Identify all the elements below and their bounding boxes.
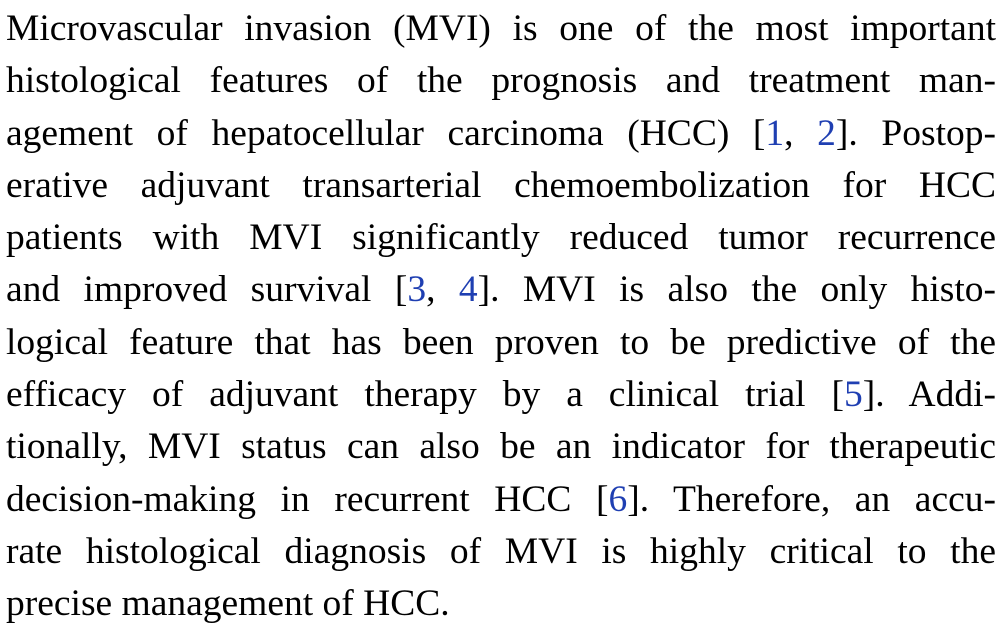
citation-link-5[interactable]: 5 [843, 374, 863, 416]
text-line: agement of hepatocellular carcinoma (HCC… [6, 108, 996, 160]
text-line: patients with MVI significantly reduced … [6, 212, 996, 264]
citation-link-1[interactable]: 1 [765, 112, 785, 154]
text-segment: erative adjuvant transarterial chemoembo… [6, 164, 996, 206]
text-segment: and improved survival [ [6, 269, 408, 311]
text-line: rate histological diagnosis of MVI is hi… [6, 526, 996, 578]
citation-link-3[interactable]: 3 [407, 269, 427, 311]
citation-link-4[interactable]: 4 [458, 269, 478, 311]
body-paragraph: Microvascular invasion (MVI) is one of t… [6, 3, 996, 631]
text-segment: ]. Therefore, an accu- [627, 478, 996, 520]
citation-link-6[interactable]: 6 [608, 478, 628, 520]
text-segment: Microvascular invasion (MVI) is one of t… [6, 8, 996, 49]
text-line: precise management of HCC. [6, 578, 996, 630]
text-line: tionally, MVI status can also be an indi… [6, 421, 996, 473]
text-line: efficacy of adjuvant therapy by a clinic… [6, 369, 996, 421]
text-segment: rate histological diagnosis of MVI is hi… [6, 530, 996, 572]
text-segment: tionally, MVI status can also be an indi… [6, 426, 996, 468]
text-line: decision-making in recurrent HCC [6]. Th… [6, 474, 996, 526]
text-segment: patients with MVI significantly reduced … [6, 217, 996, 259]
text-segment: ]. Postop- [835, 112, 997, 154]
citation-link-2[interactable]: 2 [817, 112, 836, 154]
text-segment: ]. Addi- [862, 374, 996, 416]
text-line: histological features of the prognosis a… [6, 55, 996, 107]
text-line: logical feature that has been proven to … [6, 317, 996, 369]
text-segment: , [784, 112, 818, 154]
text-segment: precise management of HCC. [6, 583, 450, 625]
text-segment: histological features of the prognosis a… [6, 60, 996, 102]
text-segment: agement of hepatocellular carcinoma (HCC… [6, 112, 766, 154]
text-segment: , [426, 269, 459, 311]
text-line: and improved survival [3, 4]. MVI is als… [6, 264, 996, 316]
text-segment: efficacy of adjuvant therapy by a clinic… [6, 374, 844, 416]
text-segment: decision-making in recurrent HCC [ [6, 478, 609, 520]
text-segment: ]. MVI is also the only histo- [477, 269, 996, 311]
text-line: erative adjuvant transarterial chemoembo… [6, 160, 996, 212]
text-segment: logical feature that has been proven to … [6, 321, 996, 363]
text-line: Microvascular invasion (MVI) is one of t… [6, 3, 996, 55]
